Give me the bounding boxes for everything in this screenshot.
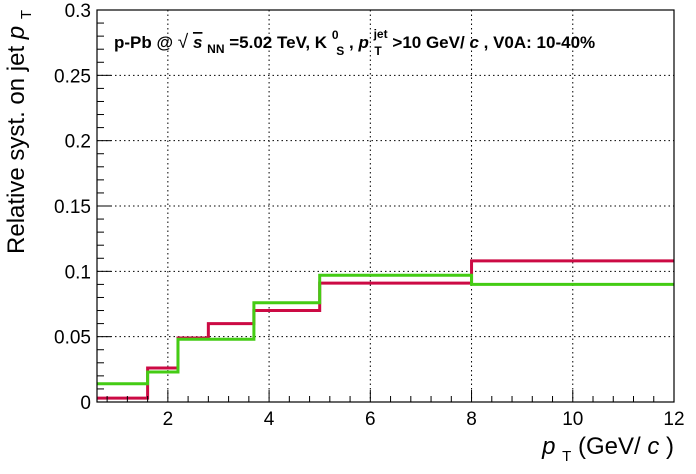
y-tick-label: 0.15 <box>54 197 91 218</box>
title-prefix: p-Pb @ <box>114 33 178 52</box>
x-tick-label: 8 <box>466 409 477 430</box>
title-nn: NN <box>207 42 224 56</box>
y-axis-title-p: p <box>3 26 30 40</box>
tick-labels: 2 4 6 8 10 12 0 0.05 0.1 0.15 0.2 0.25 0.3 <box>54 1 685 430</box>
y-tick-label: 0.1 <box>65 262 91 283</box>
title-rest-after-c: , V0A: 10-40% <box>484 33 596 52</box>
title-sep: , <box>349 33 358 52</box>
series-layer <box>97 259 674 400</box>
x-tick-label: 2 <box>163 409 174 430</box>
x-tick-label: 6 <box>365 409 376 430</box>
title-energy: =5.02 TeV, K <box>229 33 328 52</box>
y-tick-label: 0.25 <box>54 66 91 87</box>
x-axis-title-sub: T <box>562 448 571 465</box>
x-tick-label: 4 <box>264 409 275 430</box>
y-axis-title: Relative syst. on jet p T <box>3 10 35 254</box>
x-axis-title-close: ) <box>666 433 674 460</box>
chart-title: p-Pb @ √ s NN =5.02 TeV, K 0 S , p jet T… <box>114 23 595 59</box>
title-s: s <box>193 33 202 52</box>
x-tick-label: 10 <box>562 409 583 430</box>
x-axis-title-p: p <box>541 433 555 460</box>
y-axis-title-sub: T <box>18 10 35 19</box>
ticks <box>97 9 675 403</box>
series-1-line <box>97 259 674 400</box>
grid <box>97 10 674 402</box>
title-k-sub: S <box>336 44 344 58</box>
series-2-line <box>97 273 674 386</box>
title-p-sub: T <box>374 44 382 58</box>
y-axis-title-text: Relative syst. on jet <box>3 39 30 254</box>
title-k-sup: 0 <box>332 28 339 42</box>
x-axis-title-c: c <box>647 433 659 460</box>
x-axis-title-rest: (GeV/ <box>578 433 641 460</box>
x-tick-label: 12 <box>663 409 684 430</box>
y-tick-label: 0.2 <box>65 132 91 153</box>
title-p-sup: jet <box>373 27 388 41</box>
y-tick-label: 0.3 <box>65 1 91 22</box>
y-tick-label: 0 <box>80 393 91 414</box>
x-axis-title: p T (GeV/ c ) <box>541 433 674 467</box>
title-c: c <box>469 33 479 52</box>
title-rest-before-c: >10 GeV/ <box>392 33 465 52</box>
title-sqrt: √ <box>178 32 189 53</box>
y-tick-label: 0.05 <box>54 328 91 349</box>
title-p: p <box>357 33 368 52</box>
